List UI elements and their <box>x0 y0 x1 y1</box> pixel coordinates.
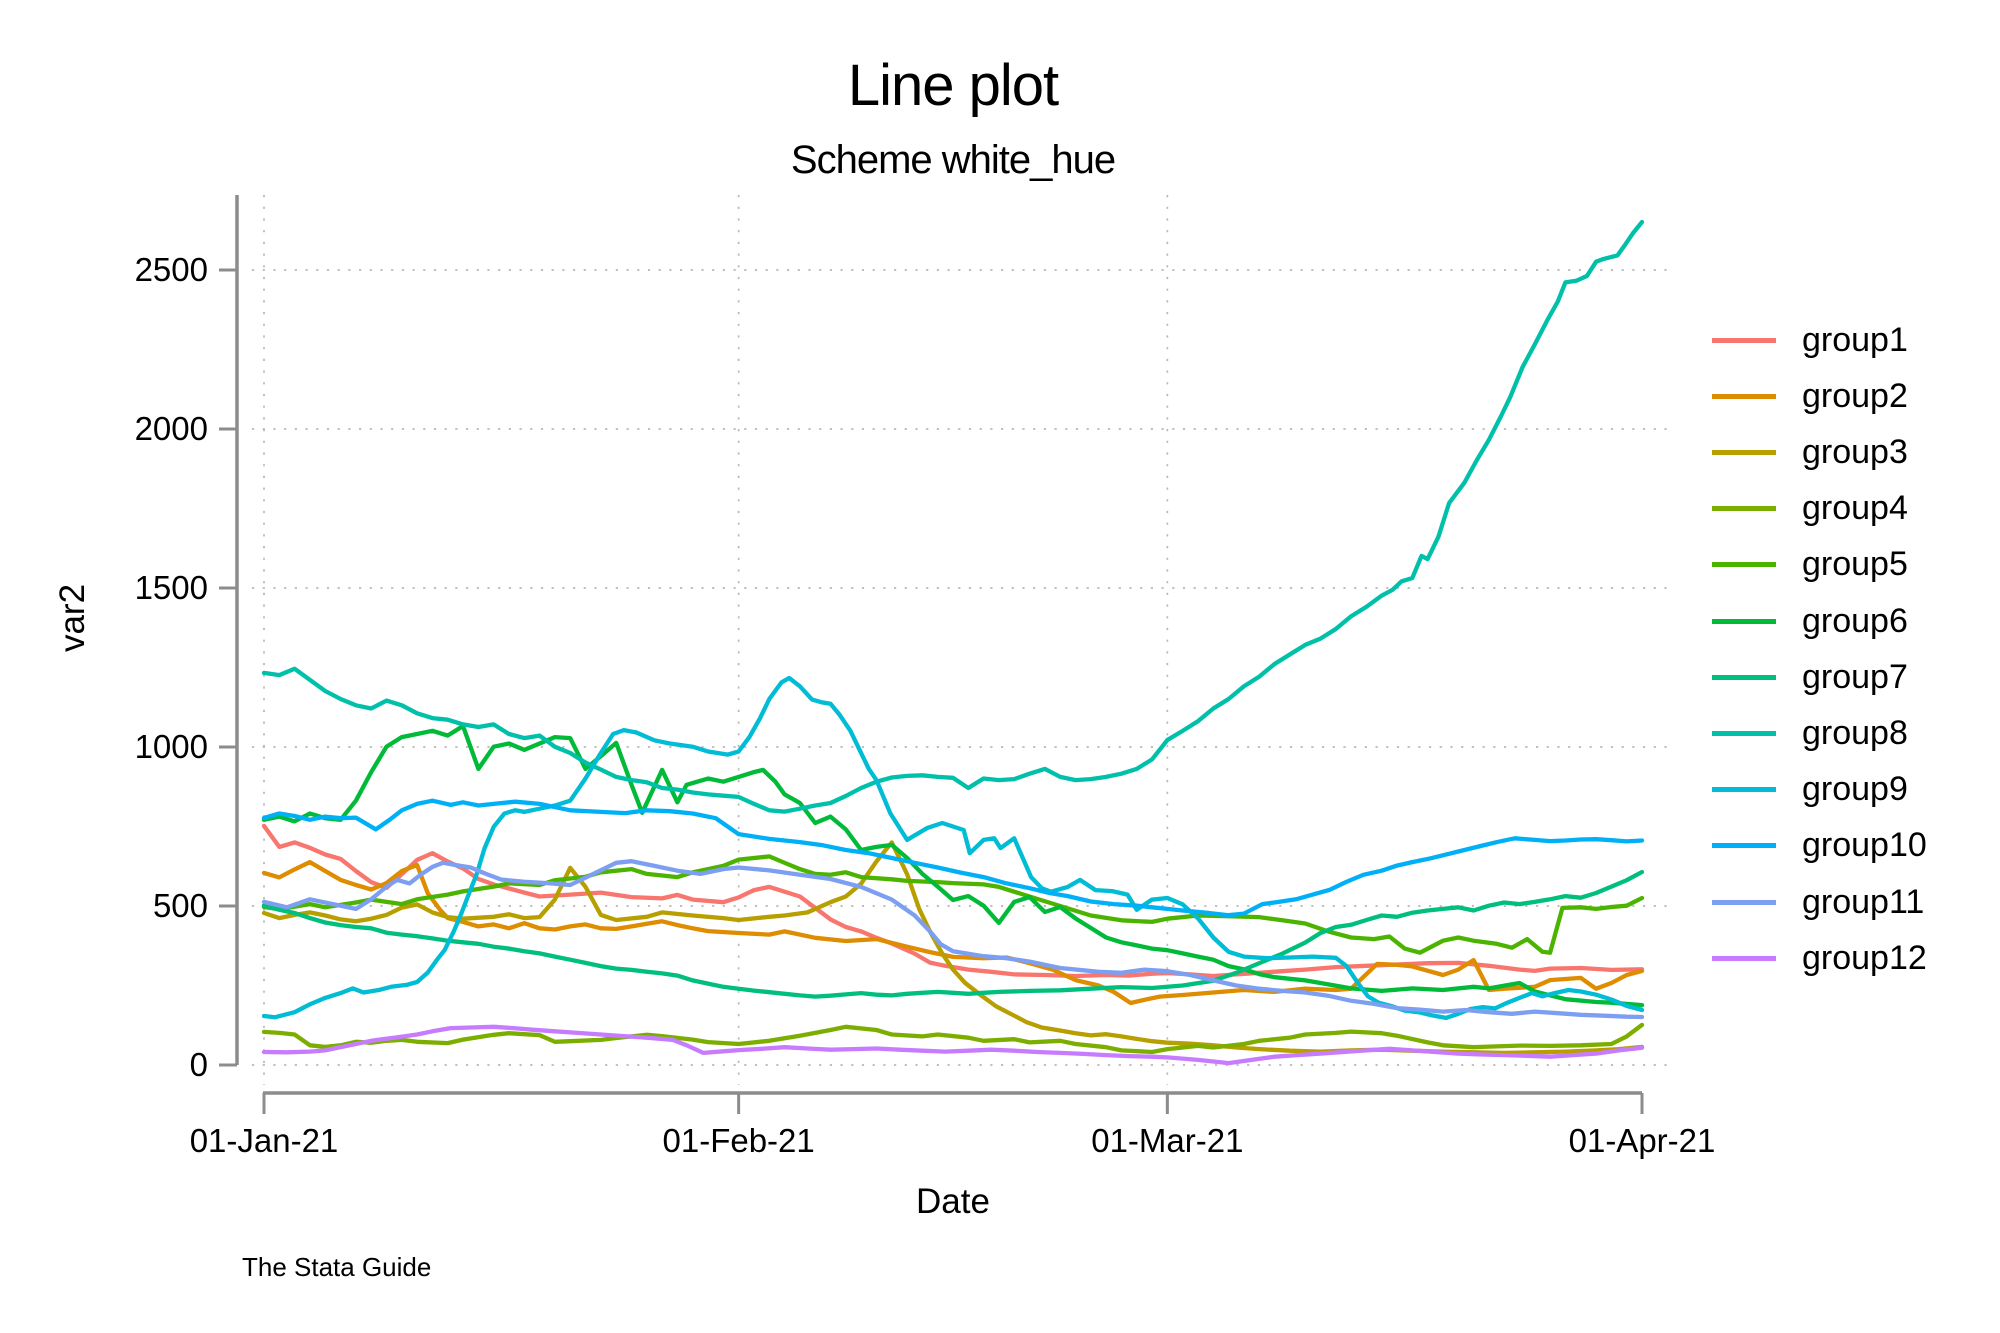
legend-swatch-group2 <box>1712 393 1776 399</box>
legend-item-group12: group12 <box>1712 938 1927 978</box>
legend-label-group4: group4 <box>1802 489 1908 528</box>
x-tick-label-01-Jan-21: 01-Jan-21 <box>189 1122 339 1159</box>
series-line-group11 <box>261 859 1645 1020</box>
x-axis-label: Date <box>916 1182 990 1221</box>
series-line-group7 <box>261 869 1645 999</box>
legend-label-group11: group11 <box>1802 882 1925 921</box>
legend-item-group2: group2 <box>1712 376 1908 416</box>
chart-title: Line plot <box>847 53 1059 118</box>
x-tick-label-01-Apr-21: 01-Apr-21 <box>1568 1122 1716 1159</box>
y-tick-label-1500: 1500 <box>134 569 208 606</box>
legend-item-group11: group11 <box>1712 882 1924 922</box>
chart-subtitle: Scheme white_hue <box>790 138 1116 182</box>
legend-swatch-group4 <box>1712 506 1776 512</box>
legend-label-group8: group8 <box>1802 713 1908 752</box>
x-tick-label-01-Feb-21: 01-Feb-21 <box>662 1122 815 1159</box>
y-axis-label: var2 <box>53 583 92 653</box>
y-tick-label-2500: 2500 <box>134 251 208 288</box>
source-caption: The Stata Guide <box>242 1252 432 1282</box>
legend-swatch-group1 <box>1712 337 1776 343</box>
series-line-group9 <box>261 675 1645 1021</box>
y-tick-label-0: 0 <box>189 1046 208 1083</box>
y-tick-label-2000: 2000 <box>134 410 208 447</box>
legend-item-group8: group8 <box>1712 713 1908 753</box>
series-line-group5 <box>261 854 1645 955</box>
legend-swatch-group12 <box>1712 955 1776 961</box>
legend-item-group10: group10 <box>1712 826 1927 866</box>
series-line-group12 <box>261 1024 1645 1066</box>
legend-label-group5: group5 <box>1802 545 1908 584</box>
legend-label-group3: group3 <box>1802 432 1908 471</box>
series-line-group4 <box>261 1022 1645 1055</box>
legend-swatch-group10 <box>1712 843 1776 849</box>
legend-swatch-group9 <box>1712 787 1776 793</box>
legend-label-group2: group2 <box>1802 376 1908 415</box>
legend-item-group9: group9 <box>1712 770 1908 810</box>
legend-label-group6: group6 <box>1802 601 1908 640</box>
series-line-group10 <box>261 798 1645 918</box>
series-line-group1 <box>261 823 1645 979</box>
legend-swatch-group6 <box>1712 618 1776 624</box>
legend-label-group7: group7 <box>1802 657 1908 696</box>
legend-label-group10: group10 <box>1802 826 1927 865</box>
legend-swatch-group7 <box>1712 674 1776 680</box>
y-tick-label-1000: 1000 <box>134 728 208 765</box>
x-tick-label-01-Mar-21: 01-Mar-21 <box>1091 1122 1244 1159</box>
legend-item-group6: group6 <box>1712 601 1908 641</box>
legend-swatch-group3 <box>1712 449 1776 455</box>
legend-label-group9: group9 <box>1802 770 1908 809</box>
legend-item-group1: group1 <box>1712 320 1908 360</box>
series-line-group6 <box>261 723 1645 1008</box>
legend-swatch-group11 <box>1712 899 1776 905</box>
legend-item-group5: group5 <box>1712 545 1908 585</box>
y-tick-label-500: 500 <box>152 887 208 924</box>
series-line-group2 <box>261 859 1645 1006</box>
legend-item-group7: group7 <box>1712 657 1908 697</box>
legend-item-group3: group3 <box>1712 432 1908 472</box>
legend-label-group12: group12 <box>1802 938 1927 977</box>
series-line-group8 <box>261 219 1645 814</box>
legend-swatch-group8 <box>1712 730 1776 736</box>
legend-item-group4: group4 <box>1712 489 1908 529</box>
legend-label-group1: group1 <box>1802 320 1908 359</box>
legend-swatch-group5 <box>1712 562 1776 568</box>
